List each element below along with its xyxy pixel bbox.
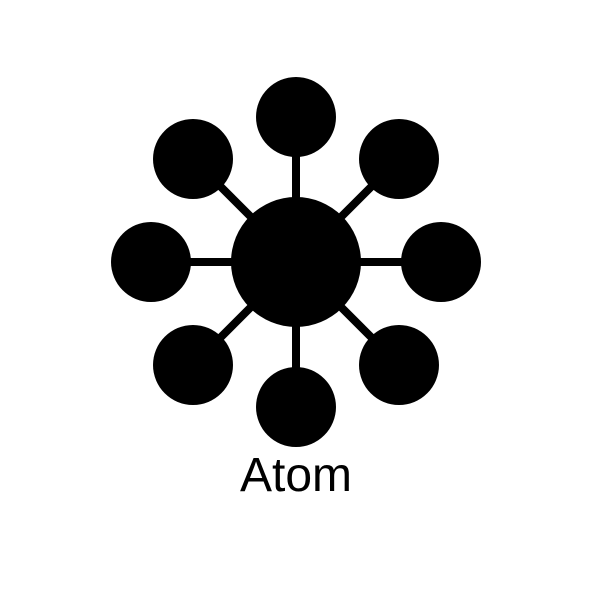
atom-outer-node — [256, 367, 336, 447]
atom-outer-node — [359, 119, 439, 199]
atom-label: Atom — [240, 448, 352, 503]
atom-outer-node — [359, 325, 439, 405]
atom-outer-node — [111, 222, 191, 302]
atom-outer-node — [256, 77, 336, 157]
atom-outer-node — [153, 119, 233, 199]
figure-canvas: Atom — [0, 0, 600, 600]
atom-outer-node — [401, 222, 481, 302]
atom-center-node — [231, 197, 361, 327]
atom-icon — [109, 75, 483, 449]
atom-outer-node — [153, 325, 233, 405]
